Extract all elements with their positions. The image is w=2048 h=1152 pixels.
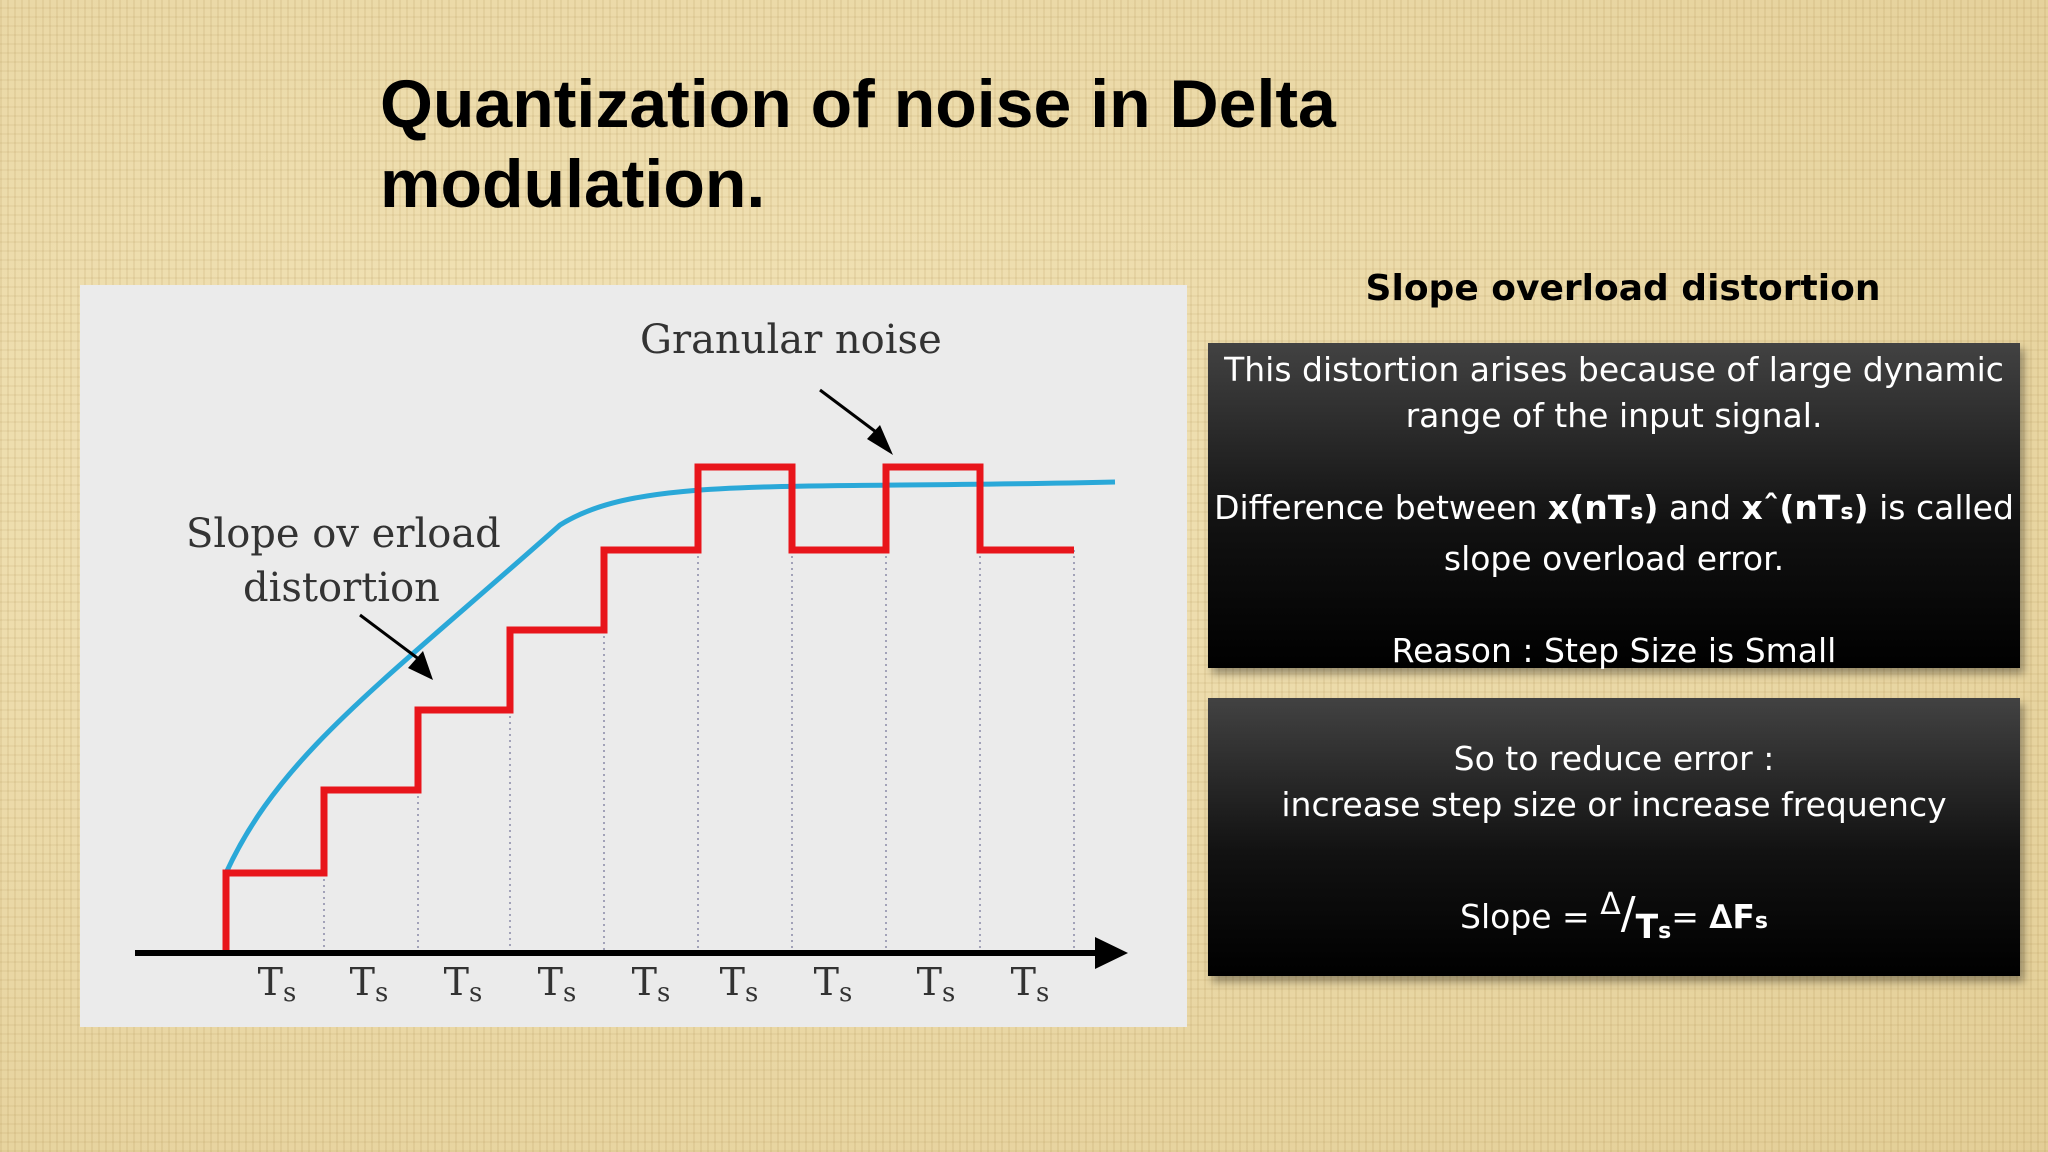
ts-tick-label: Ts (719, 960, 759, 1008)
slope-overload-arrow (359, 613, 433, 680)
explanation-box: This distortion arises because of large … (1208, 343, 2020, 670)
staircase-approximation (222, 463, 1074, 953)
input-signal-curve (223, 479, 1116, 875)
solution-box: So to reduce error : increase step size … (1208, 698, 2020, 976)
delta-modulation-figure: Granular noise Slope ov erload distortio… (80, 285, 1187, 1027)
ts-tick-label: Ts (537, 960, 577, 1008)
ts-tick-label: Ts (813, 960, 853, 1008)
slope-overload-label-line1: Slope ov erload (186, 511, 501, 557)
ts-tick-label: Ts (443, 960, 483, 1008)
waveform-diagram (135, 388, 1128, 969)
reduce-error-heading: So to reduce error : (1453, 739, 1775, 778)
ts-tick-label: Ts (1010, 960, 1050, 1008)
slide-title: Quantization of noise in Delta modulatio… (380, 66, 1336, 222)
slope-overload-label-line2: distortion (243, 565, 440, 611)
section-heading: Slope overload distortion (1365, 268, 1881, 309)
difference-text: Difference between x(nTs) and xˆ(nTs) is… (1214, 488, 2014, 578)
sample-interval-labels: Ts Ts Ts Ts Ts Ts Ts Ts Ts (80, 960, 1187, 1020)
ts-tick-label: Ts (631, 960, 671, 1008)
reason-text: Reason : Step Size is Small (1391, 631, 1837, 670)
ts-tick-label: Ts (349, 960, 389, 1008)
ts-tick-label: Ts (257, 960, 297, 1008)
granular-noise-label: Granular noise (640, 317, 942, 363)
ts-tick-label: Ts (916, 960, 956, 1008)
reduce-error-method: increase step size or increase frequency (1281, 785, 1947, 824)
sample-guides (323, 550, 1075, 953)
time-axis-arrowhead (1095, 937, 1128, 969)
slope-formula: Slope = Δ/Ts= ∆Fs (1460, 887, 1768, 946)
distortion-cause-text: This distortion arises because of large … (1224, 350, 2004, 435)
granular-noise-arrow (819, 388, 893, 455)
